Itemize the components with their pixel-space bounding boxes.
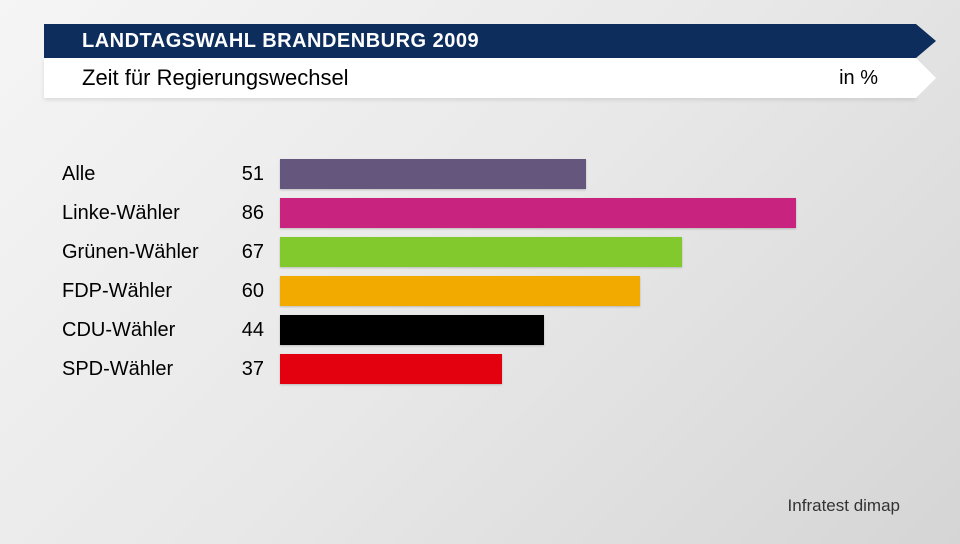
bar-label: Grünen-Wähler [60,241,230,264]
bar-value: 37 [230,358,280,381]
bar-value: 67 [230,241,280,264]
footer-credit: Infratest dimap [788,496,900,516]
bar-row: Linke-Wähler86 [60,194,880,232]
bar-label: CDU-Wähler [60,319,230,342]
header-title: LANDTAGSWAHL BRANDENBURG 2009 [82,30,479,53]
header-bar: LANDTAGSWAHL BRANDENBURG 2009 [44,24,916,58]
bar-container [280,237,880,267]
bar-container [280,159,880,189]
bar-label: Linke-Wähler [60,202,230,225]
bar [280,159,586,189]
bar-container [280,315,880,345]
bar-value: 44 [230,319,280,342]
bar-value: 51 [230,163,280,186]
bar-container [280,354,880,384]
bar-value: 60 [230,280,280,303]
bar [280,276,640,306]
bar [280,315,544,345]
chart-area: Alle51Linke-Wähler86Grünen-Wähler67FDP-W… [60,155,880,389]
bar [280,198,796,228]
bar-label: SPD-Wähler [60,358,230,381]
bar-row: FDP-Wähler60 [60,272,880,310]
bar-label: Alle [60,163,230,186]
subtitle-bar: Zeit für Regierungswechsel in % [44,58,916,98]
subtitle-text: Zeit für Regierungswechsel [82,65,349,91]
bar [280,354,502,384]
unit-label: in % [839,67,878,90]
bar-label: FDP-Wähler [60,280,230,303]
bar-row: CDU-Wähler44 [60,311,880,349]
bar [280,237,682,267]
bar-row: Alle51 [60,155,880,193]
bar-container [280,198,880,228]
bar-row: Grünen-Wähler67 [60,233,880,271]
bar-value: 86 [230,202,280,225]
bar-container [280,276,880,306]
bar-row: SPD-Wähler37 [60,350,880,388]
